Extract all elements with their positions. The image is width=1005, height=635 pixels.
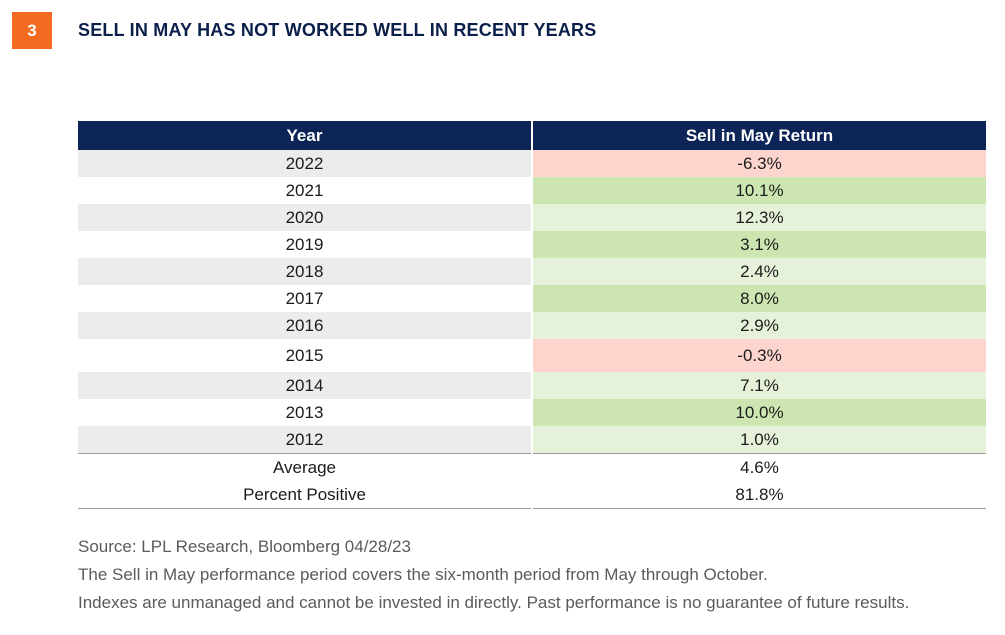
header-return: Sell in May Return bbox=[531, 121, 986, 150]
table-row: 2021 10.1% bbox=[78, 177, 986, 204]
return-cell: 7.1% bbox=[531, 372, 986, 399]
table-row: 2019 3.1% bbox=[78, 231, 986, 258]
return-cell: 2.9% bbox=[531, 312, 986, 339]
disclaimer-note: Indexes are unmanaged and cannot be inve… bbox=[78, 593, 910, 612]
header-year: Year bbox=[78, 121, 532, 150]
year-cell: 2019 bbox=[78, 231, 532, 258]
table-row: 2012 1.0% bbox=[78, 426, 986, 454]
return-cell: 10.0% bbox=[531, 399, 986, 426]
year-cell: 2021 bbox=[78, 177, 532, 204]
year-cell: 2020 bbox=[78, 204, 532, 231]
period-note: The Sell in May performance period cover… bbox=[78, 565, 768, 584]
source-note: Source: LPL Research, Bloomberg 04/28/23 bbox=[78, 537, 411, 556]
year-cell: 2017 bbox=[78, 285, 532, 312]
year-cell: 2013 bbox=[78, 399, 532, 426]
table-row: 2013 10.0% bbox=[78, 399, 986, 426]
year-cell: 2015 bbox=[78, 339, 532, 372]
return-cell: 2.4% bbox=[531, 258, 986, 285]
table-row: 2018 2.4% bbox=[78, 258, 986, 285]
year-cell: 2016 bbox=[78, 312, 532, 339]
return-cell: 10.1% bbox=[531, 177, 986, 204]
table-row: 2015 -0.3% bbox=[78, 339, 986, 372]
table-row: 2020 12.3% bbox=[78, 204, 986, 231]
summary-label: Average bbox=[78, 453, 532, 481]
year-cell: 2014 bbox=[78, 372, 532, 399]
footnotes: Source: LPL Research, Bloomberg 04/28/23… bbox=[78, 533, 909, 617]
return-cell: -6.3% bbox=[531, 150, 986, 177]
figure-number-badge: 3 bbox=[12, 12, 52, 49]
table-row: 2017 8.0% bbox=[78, 285, 986, 312]
table-header-row: Year Sell in May Return bbox=[78, 121, 986, 150]
figure-title: SELL IN MAY HAS NOT WORKED WELL IN RECEN… bbox=[78, 20, 597, 40]
return-cell: 8.0% bbox=[531, 285, 986, 312]
summary-row: Average 4.6% bbox=[78, 453, 986, 481]
year-cell: 2018 bbox=[78, 258, 532, 285]
table-row: 2022 -6.3% bbox=[78, 150, 986, 177]
return-cell: 1.0% bbox=[531, 426, 986, 454]
summary-row: Percent Positive 81.8% bbox=[78, 481, 986, 509]
year-cell: 2022 bbox=[78, 150, 532, 177]
return-cell: -0.3% bbox=[531, 339, 986, 372]
returns-table: Year Sell in May Return 2022 -6.3% 2021 10.… bbox=[78, 121, 986, 509]
summary-value: 81.8% bbox=[531, 481, 986, 509]
table-row: 2016 2.9% bbox=[78, 312, 986, 339]
summary-value: 4.6% bbox=[531, 453, 986, 481]
summary-label: Percent Positive bbox=[78, 481, 532, 509]
return-cell: 12.3% bbox=[531, 204, 986, 231]
year-cell: 2012 bbox=[78, 426, 532, 454]
table-body: 2022 -6.3% 2021 10.1% 2020 12.3% 2019 3.1% 2018 2… bbox=[78, 150, 986, 509]
table-row: 2014 7.1% bbox=[78, 372, 986, 399]
return-cell: 3.1% bbox=[531, 231, 986, 258]
